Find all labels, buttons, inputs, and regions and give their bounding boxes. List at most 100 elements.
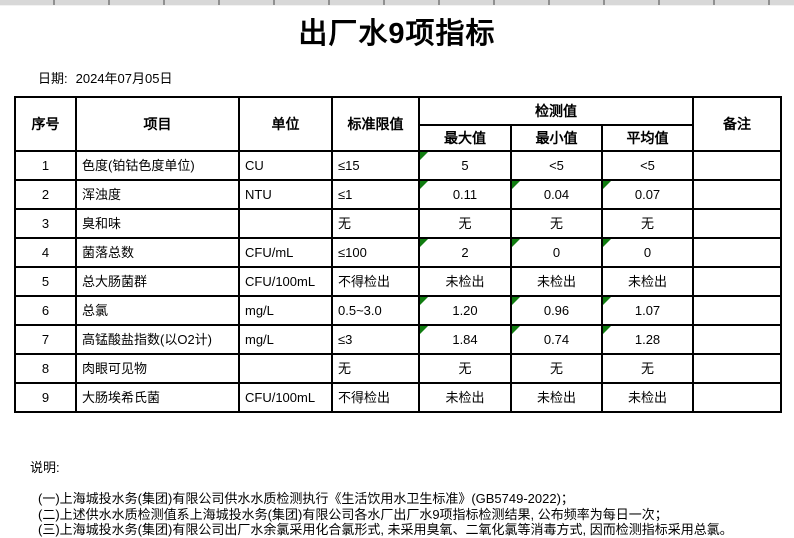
cell-avg[interactable]: 无	[600, 208, 695, 239]
cell-unit[interactable]: CFU/mL	[238, 237, 333, 268]
cell-min[interactable]: 未检出	[510, 266, 603, 297]
cell-note[interactable]	[692, 382, 783, 413]
cell-max[interactable]: 无	[418, 353, 512, 384]
cell-limit[interactable]: 无	[331, 208, 420, 239]
cell-item[interactable]: 臭和味	[75, 208, 240, 239]
cell-avg[interactable]: <5	[600, 150, 695, 181]
note-line-1: (一)上海城投水务(集团)有限公司供水水质检测执行《生活饮用水卫生标准》(GB5…	[38, 491, 574, 506]
cell-item[interactable]: 大肠埃希氏菌	[75, 382, 240, 413]
cell-min[interactable]: 0.96	[510, 295, 603, 326]
cell-limit[interactable]: 无	[331, 353, 420, 384]
cell-unit[interactable]	[238, 353, 333, 384]
cell-limit[interactable]: 不得检出	[331, 266, 420, 297]
cell-no[interactable]: 6	[14, 295, 77, 326]
cell-min[interactable]: 0	[510, 237, 603, 268]
cell-max[interactable]: 2	[418, 237, 512, 268]
cell-note[interactable]	[692, 353, 783, 384]
cell-flag-triangle-icon	[421, 153, 428, 160]
cell-avg[interactable]: 1.28	[600, 324, 695, 355]
cell-limit[interactable]: ≤100	[331, 237, 420, 268]
cell-note[interactable]	[692, 324, 783, 355]
col-header-avg[interactable]: 平均值	[600, 124, 695, 152]
cell-flag-triangle-icon	[421, 298, 428, 305]
cell-no[interactable]: 2	[14, 179, 77, 210]
cell-item[interactable]: 高锰酸盐指数(以O2计)	[75, 324, 240, 355]
cell-limit[interactable]: 0.5~3.0	[331, 295, 420, 326]
col-header-detect-group[interactable]: 检测值	[417, 96, 695, 126]
cell-note[interactable]	[692, 179, 783, 210]
cell-max[interactable]: 1.20	[418, 295, 512, 326]
col-header-limit[interactable]: 标准限值	[331, 96, 420, 152]
notes-label: 说明:	[30, 460, 60, 475]
cell-flag-triangle-icon	[513, 240, 520, 247]
cell-unit[interactable]: mg/L	[238, 324, 333, 355]
cell-flag-triangle-icon	[513, 182, 520, 189]
cell-max[interactable]: 0.11	[418, 179, 512, 210]
cell-note[interactable]	[692, 295, 783, 326]
cell-min[interactable]: 0.04	[510, 179, 603, 210]
cell-item[interactable]: 菌落总数	[75, 237, 240, 268]
cell-item[interactable]: 肉眼可见物	[75, 353, 240, 384]
cell-item[interactable]: 总氯	[75, 295, 240, 326]
cell-avg[interactable]: 未检出	[600, 266, 695, 297]
cell-no[interactable]: 4	[14, 237, 77, 268]
cell-unit[interactable]	[238, 208, 333, 239]
cell-note[interactable]	[692, 150, 783, 181]
cell-no[interactable]: 3	[14, 208, 77, 239]
cell-limit[interactable]: ≤1	[331, 179, 420, 210]
cell-no[interactable]: 1	[14, 150, 77, 181]
cell-min[interactable]: 未检出	[510, 382, 603, 413]
date-value: 2024年07月05日	[75, 71, 173, 86]
spreadsheet-column-header-strip	[0, 0, 794, 6]
cell-limit[interactable]: ≤15	[331, 150, 420, 181]
col-header-min[interactable]: 最小值	[510, 124, 603, 152]
col-header-no[interactable]: 序号	[14, 96, 77, 152]
cell-min[interactable]: 无	[510, 208, 603, 239]
cell-flag-triangle-icon	[513, 327, 520, 334]
header-row-2: 最大值 最小值 平均值	[15, 124, 781, 152]
cell-unit[interactable]: CFU/100mL	[238, 382, 333, 413]
cell-unit[interactable]: CFU/100mL	[238, 266, 333, 297]
cell-limit[interactable]: 不得检出	[331, 382, 420, 413]
cell-item[interactable]: 色度(铂钴色度单位)	[75, 150, 240, 181]
cell-max[interactable]: 1.84	[418, 324, 512, 355]
cell-max[interactable]: 未检出	[418, 266, 512, 297]
cell-note[interactable]	[692, 237, 783, 268]
cell-max[interactable]: 无	[418, 208, 512, 239]
col-header-note[interactable]: 备注	[692, 96, 783, 152]
cell-unit[interactable]: CU	[238, 150, 333, 181]
cell-avg[interactable]: 0	[600, 237, 695, 268]
cell-limit[interactable]: ≤3	[331, 324, 420, 355]
cell-unit[interactable]: mg/L	[238, 295, 333, 326]
cell-flag-triangle-icon	[513, 298, 520, 305]
cell-flag-triangle-icon	[604, 298, 611, 305]
cell-note[interactable]	[692, 266, 783, 297]
cell-min[interactable]: 0.74	[510, 324, 603, 355]
date-line: 日期: 2024年07月05日	[38, 68, 794, 87]
cell-max[interactable]: 未检出	[418, 382, 512, 413]
cell-no[interactable]: 5	[14, 266, 77, 297]
cell-avg[interactable]: 未检出	[600, 382, 695, 413]
cell-avg[interactable]: 无	[600, 353, 695, 384]
table-row: 1 色度(铂钴色度单位) CU ≤15 5 <5 <5	[14, 150, 783, 181]
table-row: 6 总氯 mg/L 0.5~3.0 1.20 0.96 1.07	[14, 295, 783, 326]
cell-no[interactable]: 7	[14, 324, 77, 355]
cell-no[interactable]: 8	[14, 353, 77, 384]
col-header-unit[interactable]: 单位	[238, 96, 333, 152]
table-row: 5 总大肠菌群 CFU/100mL 不得检出 未检出 未检出 未检出	[14, 266, 783, 297]
cell-item[interactable]: 总大肠菌群	[75, 266, 240, 297]
cell-avg[interactable]: 1.07	[600, 295, 695, 326]
cell-item[interactable]: 浑浊度	[75, 179, 240, 210]
cell-avg[interactable]: 0.07	[600, 179, 695, 210]
cell-min[interactable]: <5	[510, 150, 603, 181]
col-header-max[interactable]: 最大值	[418, 124, 512, 152]
cell-flag-triangle-icon	[604, 240, 611, 247]
cell-min[interactable]: 无	[510, 353, 603, 384]
table-row: 2 浑浊度 NTU ≤1 0.11 0.04 0.07	[14, 179, 783, 210]
cell-note[interactable]	[692, 208, 783, 239]
cell-max[interactable]: 5	[418, 150, 512, 181]
cell-no[interactable]: 9	[14, 382, 77, 413]
col-header-item[interactable]: 项目	[75, 96, 240, 152]
note-line-3: (三)上海城投水务(集团)有限公司出厂水余氯采用化合氯形式, 未采用臭氧、二氧化…	[38, 522, 733, 537]
cell-unit[interactable]: NTU	[238, 179, 333, 210]
